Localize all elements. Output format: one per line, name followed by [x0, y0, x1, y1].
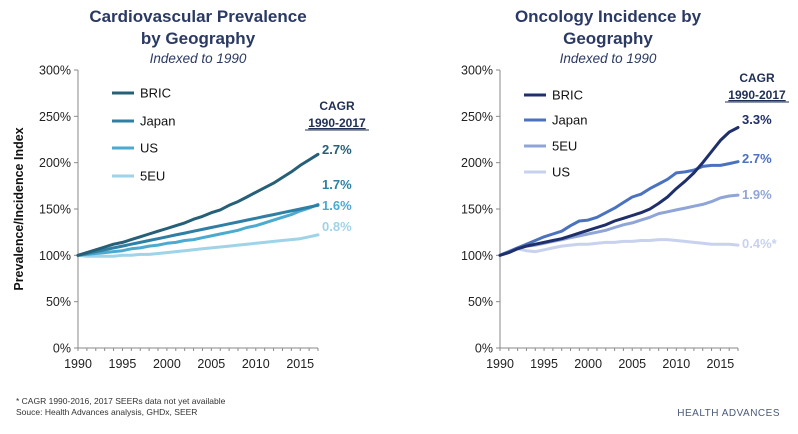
chart2-title-line-1: Oncology Incidence by	[515, 7, 702, 26]
chart2-y-tick-label: 150%	[461, 203, 493, 217]
chart1-cagr-header-line-2: 1990-2017	[308, 116, 366, 130]
chart1-y-tick-label: 250%	[39, 110, 71, 124]
chart1-y-tick-label: 300%	[39, 64, 71, 78]
chart1-series-line-5eu	[76, 233, 320, 258]
chart1-x-tick-label: 2010	[242, 357, 270, 371]
chart1-y-tick-label: 100%	[39, 249, 71, 263]
chart1-y-tick-label: 200%	[39, 156, 71, 170]
chart1-series-line-bric	[76, 152, 320, 257]
chart1-cagr-label-japan: 1.7%	[322, 177, 352, 192]
chart2-y-tick-label: 0%	[475, 342, 493, 356]
chart1-title-line-1: Cardiovascular Prevalence	[89, 7, 306, 26]
chart1-x-tick-label: 2000	[153, 357, 181, 371]
chart2-legend-label-us: US	[552, 165, 570, 180]
chart2-y-tick-label: 300%	[461, 64, 493, 78]
chart2-cagr-header-line-2: 1990-2017	[728, 88, 786, 102]
chart1-legend-label-us: US	[140, 141, 158, 156]
chart2-cagr-label-japan: 2.7%	[742, 151, 772, 166]
chart1-series-line-us	[76, 202, 320, 257]
chart2-y-tick-label: 100%	[461, 249, 493, 263]
chart1-y-tick-label: 0%	[53, 342, 71, 356]
chart2-x-tick-label: 1995	[530, 357, 558, 371]
chart1-y-axis-label: Prevalence/Incidence Index	[12, 127, 26, 290]
chart2-x-tick-label: 2000	[574, 357, 602, 371]
chart1-cagr-label-5eu: 0.8%	[322, 219, 352, 234]
chart1-series-line-japan	[76, 203, 320, 257]
chart1-legend-label-bric: BRIC	[140, 86, 171, 101]
chart1-legend-label-japan: Japan	[140, 114, 175, 129]
chart1-title-line-2: by Geography	[141, 29, 256, 48]
chart2-title-line-2: Geography	[563, 29, 653, 48]
chart1-x-tick-label: 1995	[109, 357, 137, 371]
chart1-x-tick-label: 2005	[197, 357, 225, 371]
chart2-x-tick-label: 2010	[662, 357, 690, 371]
chart1-x-tick-label: 1990	[64, 357, 92, 371]
health-advances-logo: HEALTH ADVANCES	[677, 408, 780, 419]
logo-text: HEALTH ADVANCES	[677, 408, 780, 419]
chart1-subtitle: Indexed to 1990	[150, 51, 247, 66]
chart2-x-tick-label: 2015	[706, 357, 734, 371]
chart1-legend-label-5eu: 5EU	[140, 169, 165, 184]
chart1-x-tick-label: 2015	[286, 357, 314, 371]
footnote-cagr-note: * CAGR 1990-2016, 2017 SEERs data not ye…	[16, 396, 226, 406]
chart2-legend-label-japan: Japan	[552, 113, 587, 128]
chart2-cagr-label-bric: 3.3%	[742, 112, 772, 127]
chart2-cagr-label-5eu: 1.9%	[742, 187, 772, 202]
footnote-source: Souce: Health Advances analysis, GHDx, S…	[16, 407, 198, 417]
chart2-cagr-label-us: 0.4%*	[742, 236, 778, 251]
chart1-y-tick-label: 50%	[46, 295, 71, 309]
chart2-series-line-bric	[498, 126, 740, 257]
chart1-cagr-label-bric: 2.7%	[322, 142, 352, 157]
chart2-y-tick-label: 200%	[461, 156, 493, 170]
chart1-cagr-header-line-1: CAGR	[319, 99, 355, 113]
chart2-legend-label-bric: BRIC	[552, 88, 583, 103]
chart2-subtitle: Indexed to 1990	[560, 51, 657, 66]
chart2-x-tick-label: 2005	[618, 357, 646, 371]
chart2-cagr-header-line-1: CAGR	[739, 71, 775, 85]
chart2-y-tick-label: 250%	[461, 110, 493, 124]
chart1-cagr-label-us: 1.6%	[322, 198, 352, 213]
chart2-series-line-us	[498, 238, 740, 257]
chart2-x-tick-label: 1990	[486, 357, 514, 371]
chart2-legend-label-5eu: 5EU	[552, 139, 577, 154]
chart2-y-tick-label: 50%	[468, 295, 493, 309]
chart1-y-tick-label: 150%	[39, 203, 71, 217]
